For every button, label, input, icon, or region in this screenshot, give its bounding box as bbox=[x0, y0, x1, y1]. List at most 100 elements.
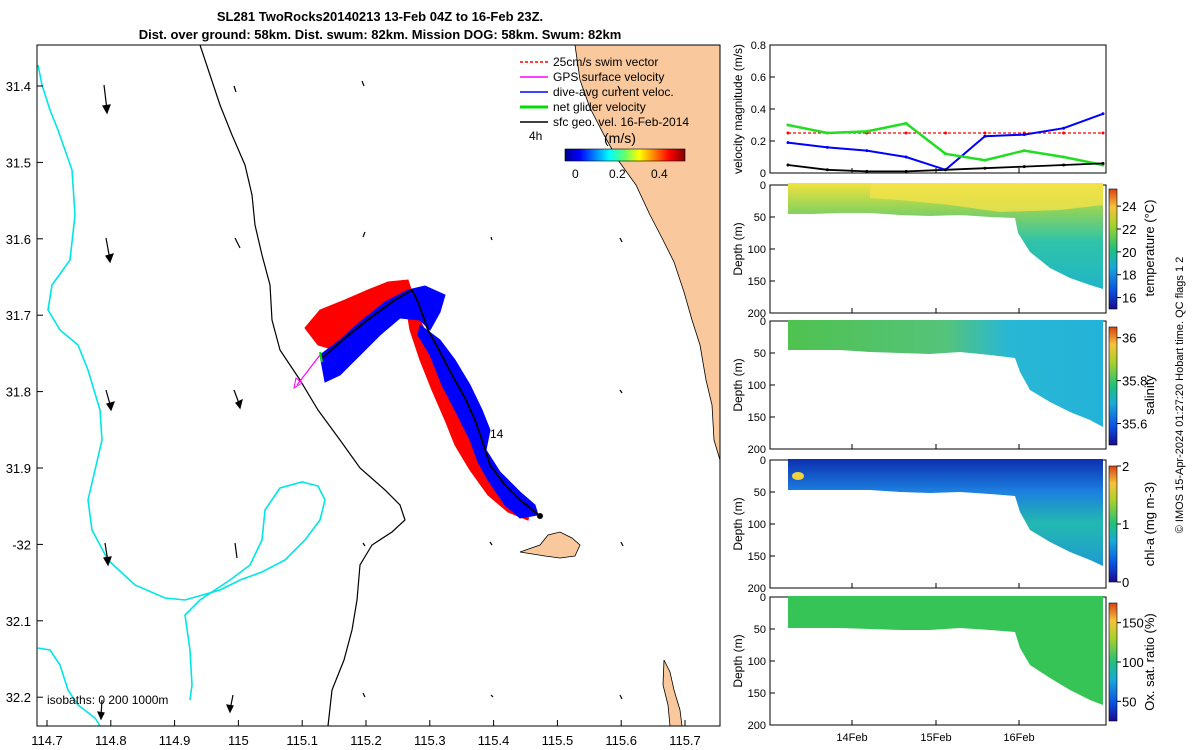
salinity-colorbar bbox=[1108, 326, 1118, 446]
velocity-point bbox=[983, 134, 987, 138]
glider-end-point bbox=[537, 513, 543, 519]
depth-axis-label: Depth (m) bbox=[731, 634, 745, 687]
chla-field bbox=[788, 459, 1103, 566]
colorbar-tick-label: 35.6 bbox=[1122, 417, 1147, 432]
velocity-panel: 0 0.2 0.4 0.6 0.8 velocity magnitude (m/s) bbox=[731, 40, 1107, 180]
velocity-ytick-label: 0.4 bbox=[751, 104, 766, 116]
colorbar-tick-label: 100 bbox=[1122, 655, 1144, 670]
depth-tick-label: 0 bbox=[760, 316, 766, 328]
chart-title-line2: Dist. over ground: 58km. Dist. swum: 82k… bbox=[138, 27, 622, 42]
isobath-1000m-2 bbox=[37, 647, 101, 727]
velocity-point bbox=[865, 129, 869, 133]
velocity-ytick-label: 0.6 bbox=[751, 72, 766, 84]
velocity-point bbox=[983, 131, 987, 135]
velocity-point bbox=[786, 163, 790, 167]
colorbar-tick-label: 20 bbox=[1122, 245, 1136, 260]
salinity-field bbox=[788, 320, 1103, 427]
velocity-ytick-label: 0.2 bbox=[751, 136, 766, 148]
section-axis-ticks: 0 50 100 150 200 Depth (m) 0 50 100 150 200 Depth (… bbox=[731, 168, 1035, 744]
depth-axis-label: Depth (m) bbox=[731, 222, 745, 275]
velocity-point bbox=[786, 123, 790, 127]
velocity-point bbox=[944, 131, 947, 135]
isobath-200m bbox=[199, 44, 406, 727]
map-lat-tick-label: 31.5 bbox=[6, 155, 31, 170]
depth-tick-label: 200 bbox=[748, 583, 766, 595]
depth-tick-label: 50 bbox=[754, 348, 766, 360]
velocity-point bbox=[1022, 149, 1026, 153]
velocity-ylabel: velocity magnitude (m/s) bbox=[731, 44, 745, 174]
map-lat-tick-label: 31.7 bbox=[6, 308, 31, 323]
colorbar-tick-label: 50 bbox=[1122, 694, 1136, 709]
island-carnac bbox=[519, 531, 581, 559]
velocity-point bbox=[904, 155, 908, 159]
map-lon-tick-label: 115.4 bbox=[478, 733, 510, 748]
salinity-cbar-label: salinity bbox=[1142, 375, 1157, 415]
velocity-point bbox=[1101, 131, 1105, 135]
credit-text: © IMOS 15-Apr-2024 01:27:20 Hobart time.… bbox=[1174, 257, 1186, 534]
colorbar-tick-0: 0 bbox=[572, 167, 579, 181]
colorbar-tick-2: 0.4 bbox=[651, 167, 668, 181]
colorbar-tick-label: 35.8 bbox=[1122, 374, 1147, 389]
velocity-point bbox=[944, 152, 947, 156]
velocity-series bbox=[786, 112, 1105, 173]
gps-arrow-head bbox=[293, 377, 303, 390]
velocity-point bbox=[786, 141, 790, 145]
colorbar-tick-label: 0 bbox=[1122, 575, 1129, 590]
temperature-section bbox=[769, 183, 1107, 314]
velocity-ytick-label: 0 bbox=[760, 168, 766, 180]
map-lon-tick-label: 115.2 bbox=[350, 733, 382, 748]
velocity-point bbox=[825, 145, 829, 149]
depth-tick-label: 0 bbox=[760, 592, 766, 604]
depth-tick-label: 50 bbox=[754, 212, 766, 224]
legend-label-current: dive-avg current veloc. bbox=[553, 85, 674, 99]
colorbar-tick-1: 0.2 bbox=[609, 167, 626, 181]
colorbar-tick-label: 24 bbox=[1122, 199, 1136, 214]
map-lon-tick-label: 114.7 bbox=[31, 733, 63, 748]
legend-label-geo: sfc geo. vel. 16-Feb-2014 bbox=[553, 115, 689, 129]
velocity-point bbox=[1022, 133, 1026, 137]
net-velocity-marker bbox=[319, 351, 323, 363]
depth-tick-label: 100 bbox=[748, 656, 766, 668]
depth-tick-label: 150 bbox=[748, 412, 766, 424]
depth-tick-label: 150 bbox=[748, 688, 766, 700]
velocity-point bbox=[865, 169, 869, 173]
map-legend: 25cm/s swim vector GPS surface velocity … bbox=[520, 55, 689, 181]
map-lon-tick-label: 115 bbox=[228, 733, 249, 748]
map-lat-tick-label: 32.2 bbox=[6, 690, 31, 705]
velocity-point bbox=[1062, 126, 1066, 130]
temperature-colorbar bbox=[1108, 188, 1118, 310]
depth-axis-label: Depth (m) bbox=[731, 358, 745, 411]
oxygen-section bbox=[769, 596, 1107, 726]
velocity-point bbox=[983, 158, 987, 162]
colorbar-tick-label: 22 bbox=[1122, 222, 1136, 237]
colorbar-tick-label: 2 bbox=[1122, 459, 1129, 474]
depth-tick-label: 0 bbox=[760, 455, 766, 467]
depth-tick-label: 100 bbox=[748, 519, 766, 531]
depth-tick-label: 200 bbox=[748, 308, 766, 320]
map-axis-ticks: 114.7 114.8 114.9 115 115.1 115.2 115.3 115.4 11… bbox=[6, 79, 701, 748]
velocity-point bbox=[1101, 161, 1105, 165]
velocity-point bbox=[825, 131, 829, 135]
velocity-axes bbox=[769, 44, 1107, 174]
legend-time-label: 4h bbox=[529, 129, 542, 143]
geo-velocity-arrows bbox=[97, 80, 624, 721]
isobath-1000m bbox=[37, 64, 326, 701]
salinity-section bbox=[769, 320, 1107, 450]
depth-tick-label: 100 bbox=[748, 380, 766, 392]
gps-velocity-arrow bbox=[296, 354, 321, 386]
chla-section bbox=[769, 459, 1107, 589]
oxygen-field bbox=[788, 596, 1103, 705]
map-lon-tick-label: 114.8 bbox=[95, 733, 127, 748]
map-panel: 14 isobaths: 0 200 1000m 25cm/s swim vec… bbox=[6, 44, 721, 748]
map-lon-tick-label: 114.9 bbox=[159, 733, 191, 748]
depth-tick-label: 200 bbox=[748, 720, 766, 732]
velocity-y-ticks: 0 0.2 0.4 0.6 0.8 bbox=[751, 40, 775, 180]
depth-tick-label: 0 bbox=[760, 180, 766, 192]
track-time-label: 14 bbox=[490, 427, 504, 441]
map-lat-tick-label: 31.9 bbox=[6, 461, 31, 476]
velocity-point bbox=[825, 168, 829, 172]
map-frame bbox=[36, 44, 721, 727]
chla-cbar-label: chl-a (mg m-3) bbox=[1142, 482, 1157, 567]
legend-label-swim: 25cm/s swim vector bbox=[553, 55, 658, 69]
